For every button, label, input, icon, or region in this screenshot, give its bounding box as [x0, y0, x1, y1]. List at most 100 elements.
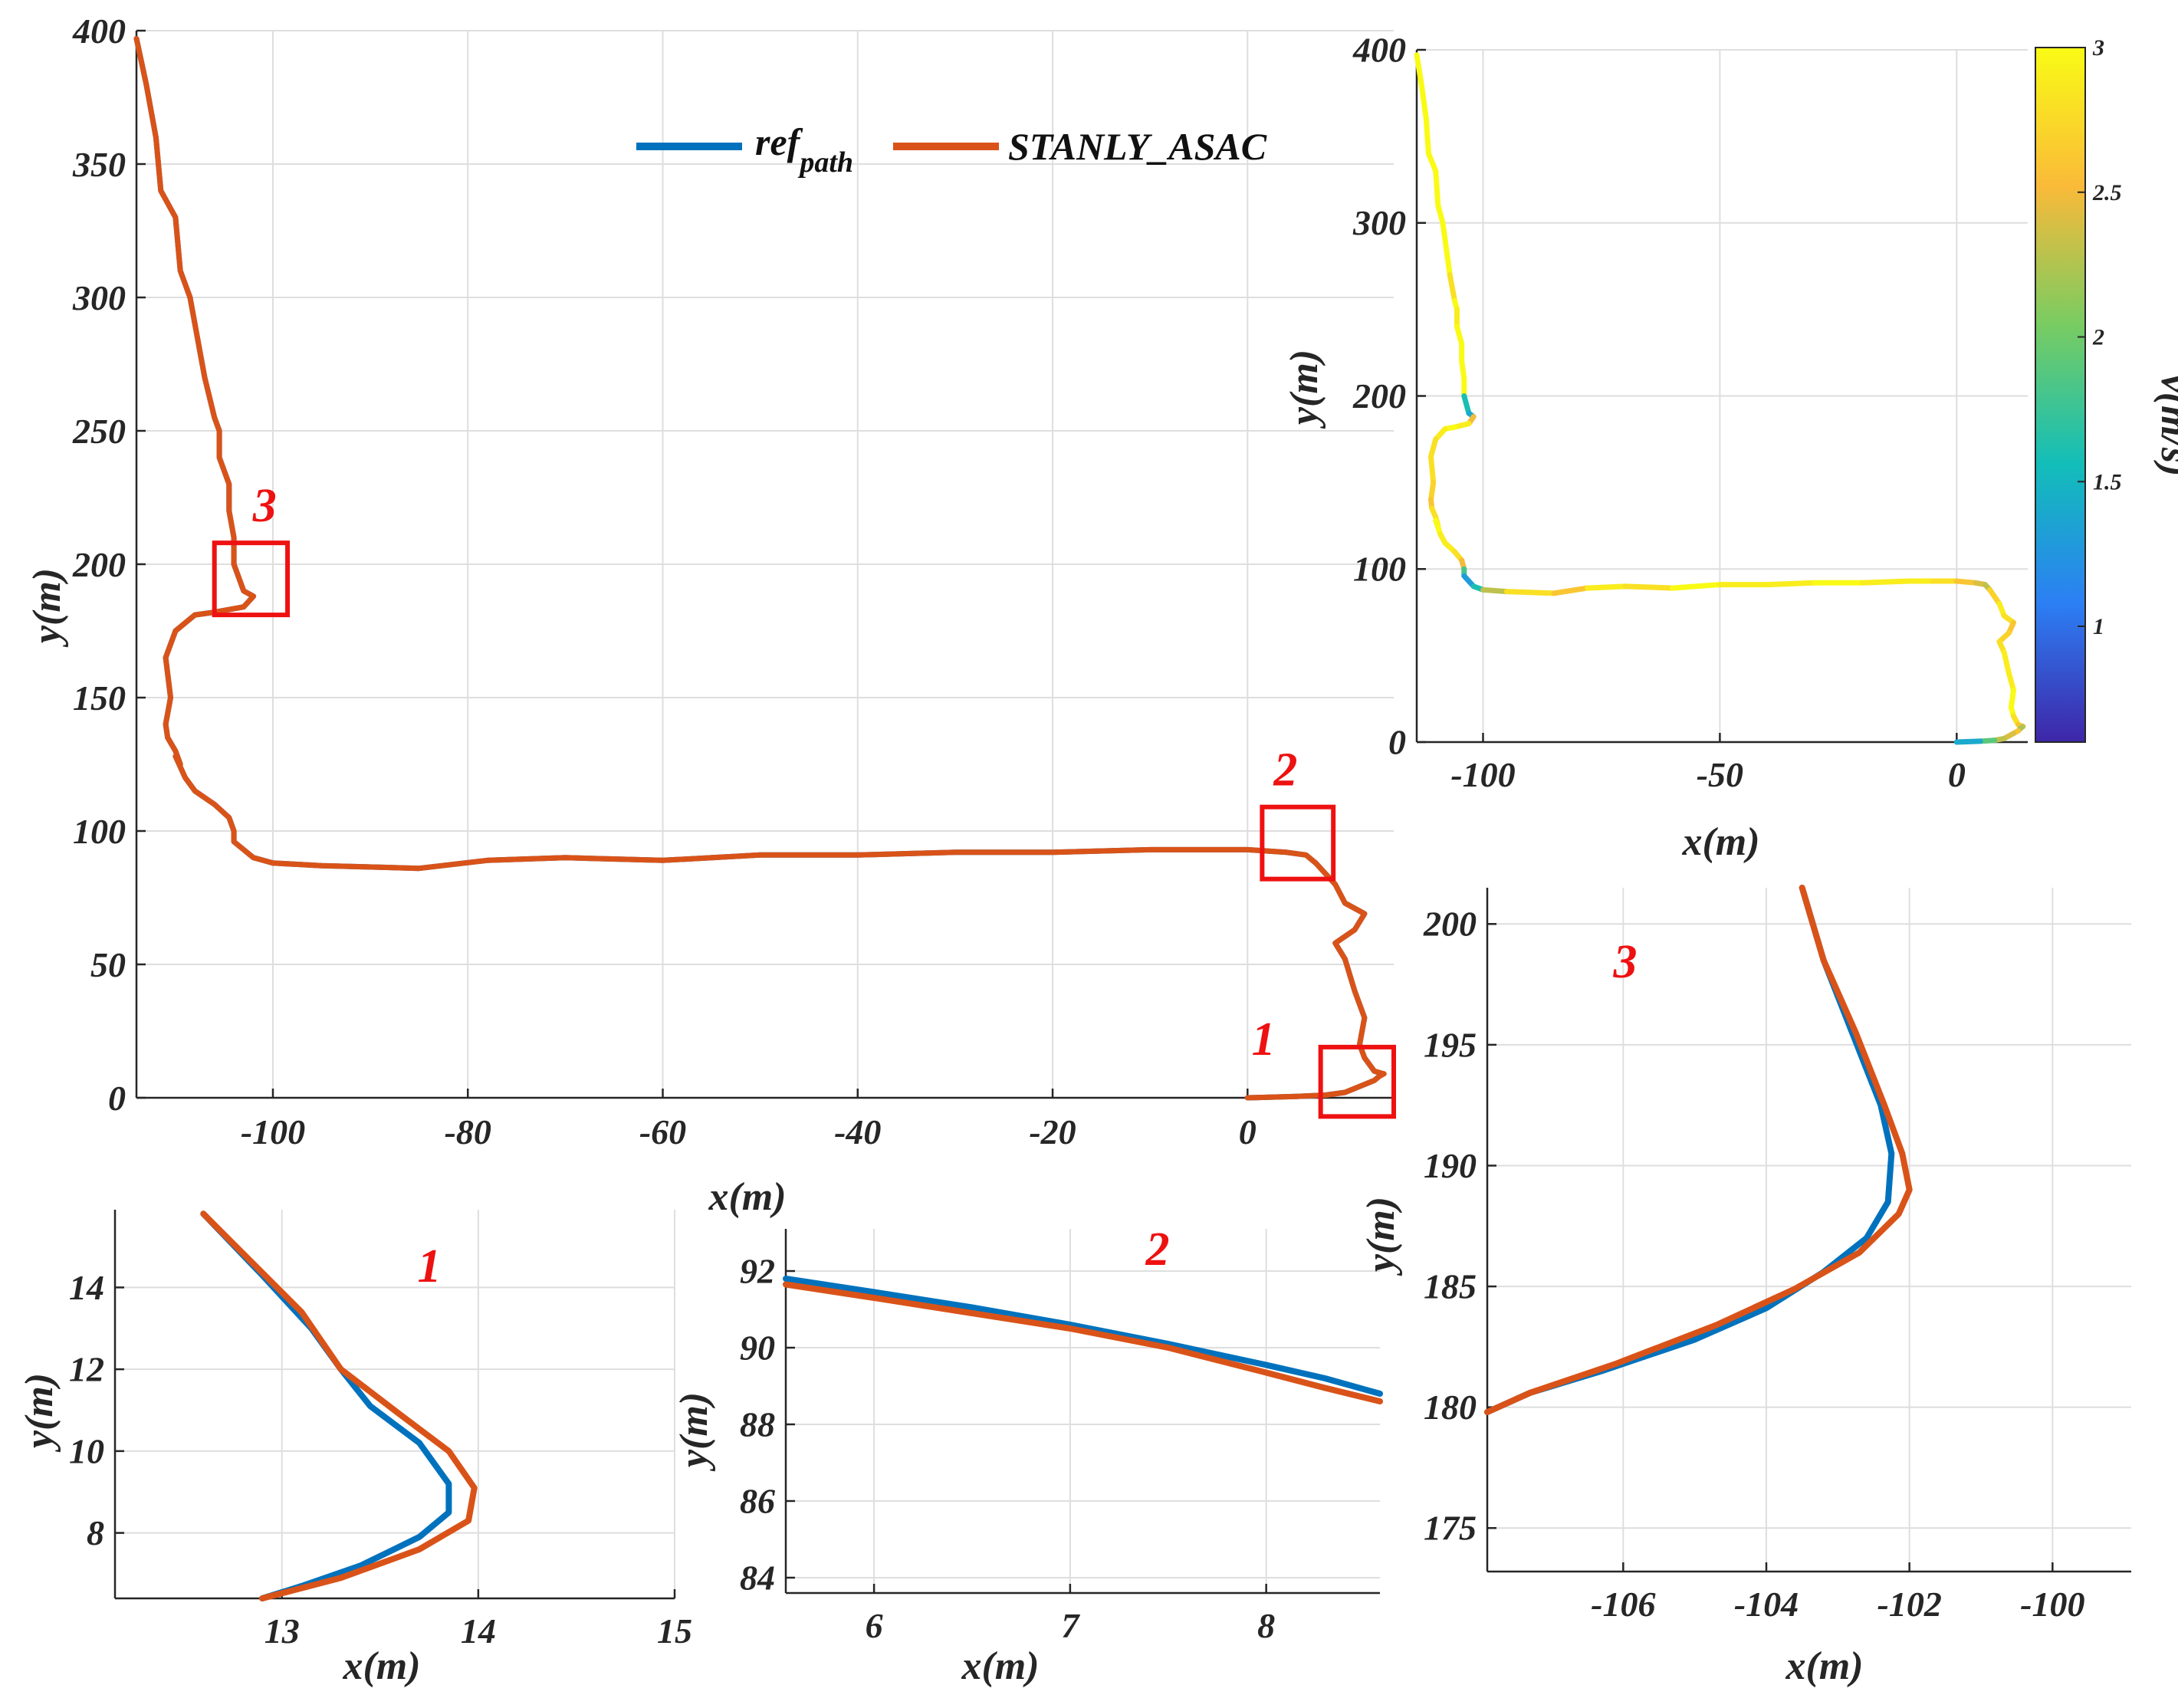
- zoom2-ytick-label: 84: [740, 1558, 775, 1597]
- zoom3-xtick-label: -104: [1734, 1585, 1799, 1624]
- main-xtick-label: 0: [1239, 1112, 1257, 1151]
- zoom2-xtick-label: 7: [1061, 1606, 1080, 1645]
- main-ytick-label: 0: [108, 1079, 126, 1118]
- speed-xtick-label: -50: [1697, 755, 1743, 794]
- speed-xlabel: x(m): [1681, 820, 1759, 864]
- speed-path-segment: [1584, 583, 1628, 591]
- speed-path-segment: [1503, 589, 1557, 596]
- zoom2-ytick-label: 86: [740, 1481, 775, 1520]
- main-xlabel: x(m): [708, 1175, 786, 1219]
- speed-ytick-label: 100: [1353, 550, 1406, 589]
- zoom3-plot-area: [1487, 888, 2131, 1572]
- zoom3-ytick-label: 190: [1424, 1146, 1477, 1185]
- zoom1-xtick-label: 15: [657, 1611, 692, 1651]
- zoom1-plot-area: [115, 1210, 675, 1598]
- zoom1-ytick-label: 14: [69, 1268, 104, 1307]
- colorbar-bar: [2035, 47, 2086, 743]
- speed-xtick-label: -100: [1450, 755, 1515, 794]
- zoom1-xtick-label: 14: [461, 1611, 496, 1651]
- speed-path-segment: [1551, 585, 1590, 596]
- speed-path-segment: [2001, 649, 2012, 676]
- colorbar-tick-label: 3: [2092, 35, 2104, 61]
- zoom3-ytick-label: 175: [1424, 1509, 1477, 1548]
- speed-path-segment: [1953, 738, 1983, 745]
- zoom-box-3: [212, 540, 291, 618]
- zoom3-ytick-label: 200: [1423, 905, 1477, 944]
- zoom1-title: 1: [418, 1240, 442, 1292]
- main-xtick-label: -60: [639, 1112, 686, 1151]
- speed-path-segment: [1953, 578, 1979, 586]
- zoom-box-2: [1260, 804, 1336, 882]
- zoom2-plot-area: [786, 1229, 1380, 1593]
- zoom-box-label-1: 1: [1252, 1013, 1276, 1066]
- zoom3-ytick-label: 195: [1424, 1025, 1477, 1064]
- legend-label-stanly-asac: STANLY_ASAC: [1008, 125, 1267, 168]
- zoom3-ylabel: y(m): [1359, 1197, 1403, 1276]
- speed-path-segment: [1447, 271, 1457, 304]
- zoom2-xtick-label: 8: [1257, 1606, 1275, 1645]
- legend-label-ref-path: refpath: [755, 120, 853, 179]
- zoom1-ytick-label: 12: [69, 1350, 104, 1389]
- colorbar-tick-label: 1.5: [2093, 469, 2122, 494]
- legend: refpath STANLY_ASAC: [636, 120, 1267, 179]
- series-stanly-asac: [200, 1210, 478, 1601]
- legend-ref-sub: path: [797, 146, 853, 179]
- zoom1-ylabel: y(m): [18, 1373, 61, 1453]
- speed-path-segment: [1670, 582, 1723, 591]
- speed-ytick-label: 400: [1352, 30, 1406, 69]
- zoom2-xlabel: x(m): [961, 1644, 1039, 1688]
- speed-path-segment: [1428, 436, 1439, 460]
- zoom3-ytick-label: 180: [1424, 1388, 1477, 1427]
- zoom2-xtick-label: 6: [866, 1606, 883, 1645]
- series-stanly-asac: [1484, 885, 1913, 1415]
- speed-path-segment: [1480, 586, 1509, 595]
- zoom3-xlabel: x(m): [1785, 1644, 1863, 1688]
- main-ytick-label: 150: [73, 678, 126, 718]
- zoom-box-label-3: 3: [252, 480, 277, 532]
- speed-path-segment: [1454, 324, 1465, 347]
- speed-path-segment: [1440, 220, 1450, 261]
- series-stanly-asac: [783, 1281, 1383, 1404]
- zoom2-ytick-label: 90: [740, 1328, 775, 1367]
- zoom2-ytick-label: 88: [740, 1404, 775, 1444]
- zoom3-xtick-label: -102: [1877, 1585, 1942, 1624]
- speed-path-segment: [1444, 255, 1453, 278]
- speed-path-segment: [1461, 393, 1472, 416]
- zoom2-title: 2: [1145, 1224, 1170, 1276]
- zoom-box-1: [1318, 1044, 1396, 1119]
- speed-path-segment: [1414, 52, 1424, 87]
- speed-path-segment: [1428, 479, 1437, 503]
- main-xtick-label: -40: [834, 1112, 881, 1151]
- colorbar-tick-label: 2.5: [2092, 180, 2122, 205]
- speed-path-segment: [1423, 116, 1431, 156]
- main-trajectory-plot: -100 -80 -60 -40 -20 0 0 50 100 150 200 250 300 350 40…: [72, 11, 1396, 1151]
- speed-ylabel: y(m): [1283, 350, 1326, 429]
- zoom-box-label-2: 2: [1273, 744, 1297, 797]
- zoom2-ytick-label: 92: [740, 1251, 775, 1290]
- speed-path-segment: [1428, 454, 1437, 485]
- speed-colored-plot: -100 -50 0 0 100 200 300 400: [1352, 30, 2028, 794]
- speed-xtick-label: 0: [1948, 755, 1966, 794]
- speed-path-segment: [1418, 81, 1429, 122]
- speed-ytick-label: 0: [1388, 722, 1406, 761]
- speed-path-segment: [1459, 358, 1467, 382]
- colorbar-tick-label: 2: [2092, 325, 2104, 350]
- speed-path-segment: [2008, 687, 2016, 711]
- zoom3-title: 3: [1613, 936, 1638, 988]
- zoom2-ylabel: y(m): [672, 1392, 716, 1472]
- zoom3-ytick-label: 185: [1424, 1266, 1477, 1306]
- zoom-plot-1: 13 14 15 8 10 12 14: [69, 1210, 692, 1651]
- speed-path-segment: [1425, 150, 1439, 174]
- colorbar-label: v(m/s): [2153, 375, 2178, 477]
- main-ytick-label: 50: [90, 945, 126, 984]
- main-ytick-label: 400: [72, 11, 126, 51]
- series-stanly-asac: [133, 35, 1387, 1101]
- zoom-plot-2: 6 7 8 84 86 88 90 92: [740, 1229, 1383, 1645]
- speed-path-segment: [1764, 580, 1818, 588]
- legend-ref-main: ref: [755, 120, 803, 163]
- zoom1-ytick-label: 8: [87, 1513, 104, 1552]
- main-ytick-label: 350: [72, 145, 126, 184]
- speed-ytick-label: 300: [1352, 203, 1406, 242]
- zoom1-xtick-label: 13: [264, 1611, 300, 1651]
